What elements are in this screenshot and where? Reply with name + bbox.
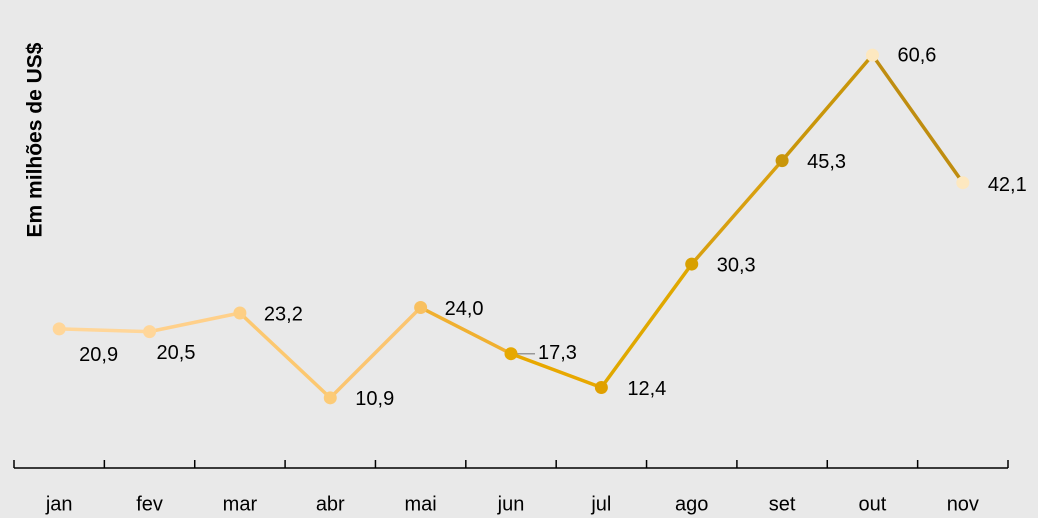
data-label: 12,4: [627, 378, 666, 400]
x-tick-label: jun: [497, 493, 525, 515]
x-tick-label: mai: [405, 493, 437, 515]
line-segment: [329, 306, 422, 400]
point: [233, 306, 247, 320]
line-segment: [419, 305, 512, 356]
line-segment: [59, 327, 150, 334]
data-label: 17,3: [538, 342, 577, 364]
line-segment: [599, 263, 694, 389]
data-label: 42,1: [988, 174, 1027, 196]
x-tick-label: nov: [947, 493, 979, 515]
x-tick-label: mar: [223, 493, 258, 515]
point: [865, 48, 879, 62]
x-tick-label: jan: [45, 493, 73, 515]
data-label: 20,9: [79, 344, 118, 366]
x-tick-label: ago: [675, 493, 708, 515]
x-tick-label: set: [769, 493, 796, 515]
point: [504, 347, 518, 361]
point: [414, 301, 428, 315]
line-segment: [690, 159, 784, 266]
y-axis-title: Em milhões de US$: [24, 42, 47, 237]
point: [956, 176, 970, 190]
line-segment: [780, 53, 874, 162]
data-label: 20,5: [157, 342, 196, 364]
data-label: 30,3: [717, 254, 756, 276]
point: [323, 391, 337, 405]
x-tick-label: out: [859, 493, 887, 515]
data-label: 24,0: [445, 298, 484, 320]
line-segment: [871, 54, 965, 184]
data-label: 60,6: [897, 44, 936, 66]
x-tick-label: fev: [136, 493, 163, 515]
data-label: 10,9: [355, 388, 394, 410]
x-tick-label: abr: [316, 493, 345, 515]
data-label: 45,3: [807, 151, 846, 173]
point: [775, 154, 789, 168]
line-segment: [238, 311, 332, 400]
point: [52, 322, 66, 336]
line-segment: [149, 311, 241, 334]
data-label: 23,2: [264, 303, 303, 325]
line-segment: [510, 352, 602, 390]
x-tick-label: jul: [590, 493, 611, 515]
point: [143, 325, 157, 339]
point: [685, 257, 699, 271]
point: [594, 380, 608, 394]
